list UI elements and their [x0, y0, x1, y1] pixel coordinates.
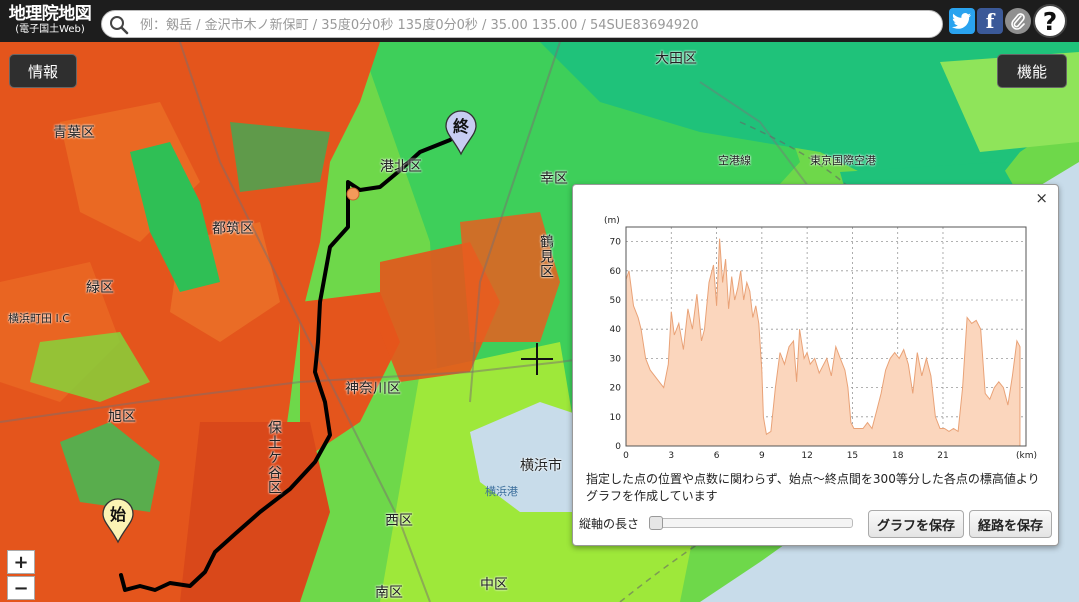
search-input[interactable]	[138, 14, 932, 36]
crosshair-icon	[521, 343, 553, 375]
place-label-nishi: 西区	[385, 513, 413, 529]
place-label-hodogaya: 保土ケ谷区	[266, 420, 282, 495]
y-axis-label: (m)	[604, 216, 620, 226]
twitter-share-button[interactable]	[949, 8, 975, 34]
search-icon[interactable]	[109, 15, 129, 35]
elevation-area	[625, 238, 1021, 447]
save-graph-button[interactable]: グラフを保存	[868, 510, 964, 538]
start-marker[interactable]: 始	[101, 498, 135, 544]
place-label-minami: 南区	[375, 585, 403, 601]
route-line	[119, 128, 467, 592]
x-tick-label: 0	[623, 451, 629, 461]
x-tick-label: 3	[668, 451, 674, 461]
app-logo[interactable]: 地理院地図 (電子国土Web)	[4, 4, 96, 36]
end-marker[interactable]: 終	[444, 110, 478, 156]
help-button[interactable]: ?	[1033, 4, 1067, 38]
y-tick-label: 10	[610, 413, 622, 423]
profile-description: 指定した点の位置や点数に関わらず、始点～終点間を300等分した各点の標高値よりグ…	[586, 472, 1040, 503]
end-marker-label: 終	[453, 117, 470, 136]
app-subtitle: (電子国土Web)	[15, 24, 85, 35]
vertical-axis-label: 縦軸の長さ	[579, 517, 640, 531]
start-marker-label: 始	[110, 505, 126, 524]
place-label-yokohama: 横浜市	[520, 458, 562, 474]
paperclip-icon	[1011, 13, 1025, 30]
place-label-aoba: 青葉区	[53, 125, 95, 141]
place-label-haneda: 東京国際空港	[810, 154, 876, 167]
facebook-icon: f	[985, 9, 995, 33]
app-title: 地理院地図	[8, 4, 92, 24]
vertical-axis-slider[interactable]	[649, 516, 853, 530]
place-label-kanagawa: 神奈川区	[345, 381, 401, 397]
zoom-in-button[interactable]: +	[7, 550, 35, 574]
zoom-out-button[interactable]: −	[7, 576, 35, 600]
elevation-profile-panel: × 0 10 20 30 40 50 60 70 0 3 6 9 12 15 18 21 (m) (km) …	[572, 184, 1059, 546]
place-label-saiwai: 幸区	[540, 171, 568, 187]
y-tick-label: 20	[610, 384, 622, 394]
x-tick-label: 15	[847, 451, 858, 461]
y-tick-label: 50	[610, 296, 622, 306]
y-tick-label: 40	[610, 325, 622, 335]
x-tick-label: 12	[801, 451, 812, 461]
y-tick-label: 60	[610, 267, 622, 277]
place-label-asahi: 旭区	[108, 409, 136, 425]
y-tick-label: 0	[615, 442, 621, 452]
close-icon[interactable]: ×	[1035, 189, 1048, 207]
function-button[interactable]: 機能	[997, 54, 1067, 88]
place-label-tsurumi: 鶴見区	[538, 234, 554, 279]
search-box	[101, 10, 943, 38]
x-axis-label: (km)	[1016, 451, 1037, 461]
x-tick-label: 21	[937, 451, 948, 461]
y-tick-label: 70	[610, 238, 622, 248]
x-tick-label: 6	[714, 451, 720, 461]
slider-thumb[interactable]	[649, 516, 663, 530]
y-tick-label: 30	[610, 354, 622, 364]
place-label-tsuzuki: 都筑区	[212, 221, 254, 237]
place-label-kukosen: 空港線	[718, 154, 751, 167]
chart-frame	[625, 226, 1027, 447]
place-label-yokohamamachida: 横浜町田 I.C	[8, 312, 70, 325]
place-label-kohoku: 港北区	[380, 159, 422, 175]
x-tick-label: 9	[759, 451, 765, 461]
header-bar: 地理院地図 (電子国土Web) f ?	[0, 0, 1079, 42]
facebook-share-button[interactable]: f	[977, 8, 1003, 34]
place-label-naka: 中区	[480, 577, 508, 593]
x-tick-label: 18	[892, 451, 904, 461]
info-button[interactable]: 情報	[9, 54, 77, 88]
link-button[interactable]	[1005, 8, 1031, 34]
place-label-yokohamako: 横浜港	[485, 485, 518, 498]
place-label-midori: 緑区	[86, 280, 114, 296]
x-tick-labels: 0 3 6 9 12 15 18 21	[623, 451, 949, 461]
help-icon: ?	[1042, 6, 1058, 36]
y-tick-labels: 0 10 20 30 40 50 60 70	[610, 238, 622, 452]
elevation-chart: 0 10 20 30 40 50 60 70 0 3 6 9 12 15 18 21 (m) (km)	[604, 216, 1037, 461]
save-route-button[interactable]: 経路を保存	[969, 510, 1052, 538]
twitter-icon	[952, 13, 971, 29]
place-label-ota: 大田区	[655, 51, 697, 67]
